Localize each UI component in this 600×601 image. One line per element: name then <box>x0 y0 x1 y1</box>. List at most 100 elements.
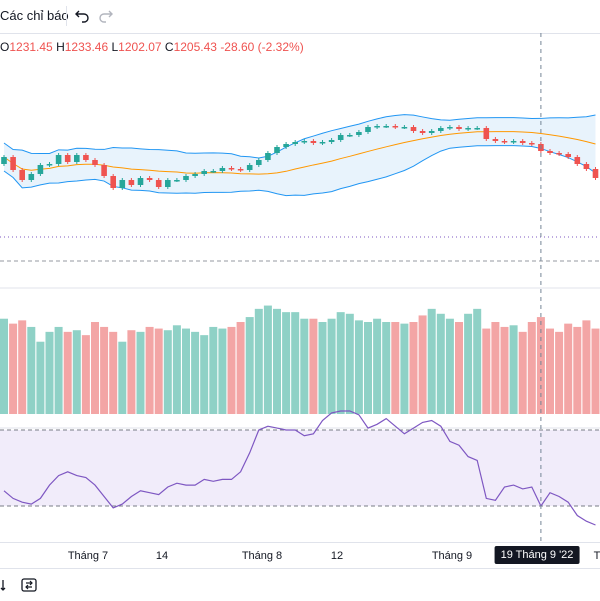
replay-icon[interactable] <box>20 576 38 594</box>
candle-up <box>510 141 517 143</box>
volume-bar <box>373 318 382 414</box>
volume-bar <box>163 330 172 414</box>
bollinger-fill <box>4 114 596 196</box>
volume-bar <box>591 328 600 414</box>
top-toolbar: Các chỉ báo <box>0 0 600 34</box>
volume-bar <box>218 328 227 414</box>
candle-down <box>10 157 16 170</box>
candle-down <box>547 151 553 153</box>
rsi-band <box>0 430 600 506</box>
volume-bar <box>509 325 518 414</box>
candle-down <box>456 127 462 129</box>
volume-bar <box>209 326 218 414</box>
candle-up <box>183 176 189 180</box>
volume-bar <box>145 326 154 414</box>
volume-bar <box>391 322 400 414</box>
candle-down <box>237 169 244 171</box>
candle-down <box>310 141 317 143</box>
candle-down <box>583 164 590 169</box>
volume-bar <box>273 308 281 414</box>
volume-bar <box>236 322 245 414</box>
candle-down <box>228 168 235 170</box>
volume-bar <box>154 328 163 414</box>
candle-up <box>37 165 44 174</box>
volume-bar <box>309 318 318 414</box>
volume-bar <box>555 331 564 414</box>
candle-up <box>337 135 344 140</box>
bottom-toolbar <box>0 568 600 601</box>
candle-up <box>401 127 408 129</box>
candle-down <box>592 169 599 178</box>
candle-down <box>110 176 116 188</box>
candle-up <box>137 178 144 185</box>
candle-up <box>374 126 380 128</box>
time-axis[interactable]: Tháng 7 14 Tháng 8 12 Tháng 9 T 19 Tháng… <box>0 542 600 567</box>
candle-up <box>119 180 126 188</box>
volume-bar <box>136 331 145 414</box>
indicators-button[interactable]: Các chỉ báo <box>0 8 69 23</box>
open-label: O <box>0 40 10 54</box>
rsi-line <box>3 410 596 526</box>
candle-down <box>19 170 25 180</box>
volume-bar <box>172 325 181 414</box>
volume-bar <box>436 313 445 414</box>
volume-bar <box>118 341 127 414</box>
volume-bar <box>482 328 491 414</box>
chart-canvas[interactable] <box>0 33 600 542</box>
candle-down <box>565 154 571 157</box>
volume-bar <box>382 322 391 414</box>
candle-up <box>383 126 389 128</box>
volume-bar <box>318 322 327 414</box>
candle-up <box>246 165 253 170</box>
volume-bar <box>336 312 345 414</box>
redo-icon[interactable] <box>98 7 114 23</box>
candle-down <box>519 141 526 143</box>
low-value: 1202.07 <box>118 40 162 54</box>
candle-up <box>1 157 7 164</box>
candle-up <box>292 142 298 144</box>
candle-up <box>256 160 262 165</box>
volume-bar <box>418 315 427 414</box>
volume-bar <box>36 341 45 414</box>
candle-down <box>392 126 399 128</box>
volume-bar <box>91 322 99 414</box>
candle-up <box>201 171 207 174</box>
volume-bar <box>300 318 309 414</box>
volume-bar <box>527 322 536 414</box>
candle-up <box>210 171 217 173</box>
candle-up <box>301 141 308 143</box>
volume-bar <box>582 320 591 414</box>
volume-bar <box>182 328 190 414</box>
time-label: Tháng 9 <box>431 550 473 562</box>
volume-bar <box>18 320 27 414</box>
candle-up <box>219 168 226 171</box>
volume-bar <box>445 318 454 414</box>
volume-bar <box>200 335 209 414</box>
bollinger-lower-line <box>3 145 596 197</box>
timeframe-icon[interactable] <box>0 577 12 593</box>
candle-down <box>556 153 562 155</box>
volume-bar <box>72 330 81 414</box>
candle-down <box>501 141 508 143</box>
volume-bar <box>409 322 418 414</box>
volume-bar <box>245 317 254 414</box>
candle-up <box>55 155 62 164</box>
volume-bar <box>500 326 509 414</box>
bollinger-upper-line <box>3 114 596 159</box>
volume-bar <box>291 312 300 414</box>
candle-down <box>101 165 107 176</box>
close-label: C <box>164 40 174 54</box>
candle-down <box>529 143 535 145</box>
volume-bar <box>63 331 72 414</box>
volume-bar <box>327 318 336 414</box>
low-label: L <box>111 40 119 54</box>
volume-bar <box>427 308 436 414</box>
volume-bar <box>81 335 90 414</box>
volume-bar <box>518 331 527 414</box>
candle-down <box>83 155 89 160</box>
candle-down <box>64 155 71 162</box>
candle-up <box>192 174 198 176</box>
close-value: 1205.43 <box>173 40 217 54</box>
volume-bar <box>191 331 200 414</box>
undo-icon[interactable] <box>74 7 90 23</box>
